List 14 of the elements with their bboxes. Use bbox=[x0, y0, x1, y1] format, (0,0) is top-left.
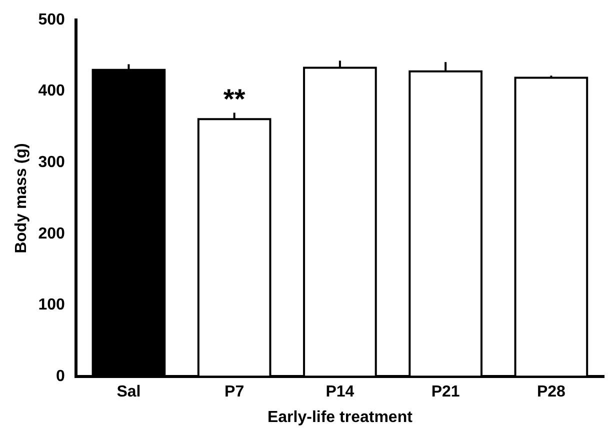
y-tick-label: 0 bbox=[56, 368, 65, 386]
y-axis-title: Body mass (g) bbox=[13, 143, 30, 254]
y-tick-label: 100 bbox=[38, 296, 65, 314]
x-axis-title: Early-life treatment bbox=[267, 408, 414, 426]
x-tick-label: P7 bbox=[224, 384, 244, 401]
x-tick-label: P21 bbox=[431, 384, 460, 401]
y-tick-label: 300 bbox=[38, 154, 65, 172]
annotation: ** bbox=[223, 83, 246, 114]
x-tick-label: P28 bbox=[536, 384, 566, 401]
y-tick-label: 500 bbox=[38, 11, 65, 28]
x-tick-label: Sal bbox=[116, 384, 141, 401]
y-tick-label: 200 bbox=[38, 225, 65, 242]
y-tick-label: 400 bbox=[38, 82, 65, 100]
x-tick-label: P14 bbox=[326, 384, 354, 401]
